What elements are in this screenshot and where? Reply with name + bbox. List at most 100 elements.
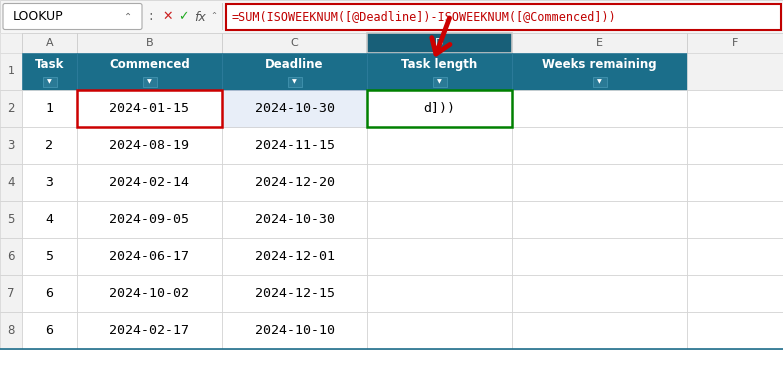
Bar <box>512 201 687 238</box>
Text: 2024-10-30: 2024-10-30 <box>254 213 334 226</box>
Text: 2024-02-14: 2024-02-14 <box>110 176 189 189</box>
Bar <box>687 53 783 90</box>
Bar <box>367 90 512 127</box>
Text: 7: 7 <box>7 287 15 300</box>
Bar <box>367 53 512 90</box>
Bar <box>512 90 687 127</box>
Bar <box>22 201 77 238</box>
Bar <box>367 164 512 201</box>
Bar <box>512 164 687 201</box>
FancyBboxPatch shape <box>3 3 142 29</box>
Text: ▼: ▼ <box>597 80 602 85</box>
Text: C: C <box>290 38 298 48</box>
Bar <box>0 127 22 164</box>
Text: F: F <box>732 38 738 48</box>
Bar <box>226 3 781 29</box>
Text: =SUM(ISOWEEKNUM([@Deadline])-ISOWEEKNUM([@Commenced])): =SUM(ISOWEEKNUM([@Deadline])-ISOWEEKNUM(… <box>231 10 615 23</box>
Text: d])): d])) <box>424 102 456 115</box>
Text: 1: 1 <box>45 102 53 115</box>
Bar <box>22 53 77 90</box>
Bar <box>77 33 222 53</box>
Bar <box>222 238 367 275</box>
Text: ▼: ▼ <box>292 80 297 85</box>
Bar <box>222 90 367 127</box>
Bar <box>512 33 687 53</box>
Text: fx: fx <box>194 11 206 24</box>
Bar <box>22 127 77 164</box>
Bar <box>222 3 223 30</box>
Bar <box>593 77 607 87</box>
Bar <box>687 201 783 238</box>
Bar <box>432 77 446 87</box>
Bar <box>143 77 157 87</box>
Bar <box>0 312 22 349</box>
Bar <box>0 90 22 127</box>
Bar <box>687 127 783 164</box>
Bar <box>0 53 22 90</box>
Bar <box>222 312 367 349</box>
Bar <box>367 33 512 53</box>
Bar <box>512 127 687 164</box>
Text: ▼: ▼ <box>147 80 152 85</box>
Bar <box>22 90 77 127</box>
Text: 2024-10-02: 2024-10-02 <box>110 287 189 300</box>
Text: 6: 6 <box>7 250 15 263</box>
Bar <box>367 238 512 275</box>
Text: 2024-11-15: 2024-11-15 <box>254 139 334 152</box>
Text: Commenced: Commenced <box>109 58 189 71</box>
Text: A: A <box>45 38 53 48</box>
Bar <box>367 127 512 164</box>
Bar <box>77 275 222 312</box>
Bar <box>0 164 22 201</box>
Bar <box>0 33 783 53</box>
Text: 1: 1 <box>8 67 15 77</box>
Bar <box>77 127 222 164</box>
Bar <box>222 33 367 53</box>
Text: 5: 5 <box>7 213 15 226</box>
Text: :: : <box>148 10 153 23</box>
Text: ⌃: ⌃ <box>210 12 217 21</box>
Bar <box>367 312 512 349</box>
Text: 2024-01-15: 2024-01-15 <box>110 102 189 115</box>
Bar <box>222 53 367 90</box>
Bar <box>22 33 77 53</box>
Text: Deadline: Deadline <box>265 58 323 71</box>
Text: LOOKUP: LOOKUP <box>13 10 63 23</box>
Bar <box>512 53 687 90</box>
Text: 4: 4 <box>45 213 53 226</box>
Bar <box>512 275 687 312</box>
Bar <box>0 275 22 312</box>
Text: Task length: Task length <box>402 58 478 71</box>
Bar <box>77 201 222 238</box>
Text: Weeks remaining: Weeks remaining <box>542 58 657 71</box>
Text: 8: 8 <box>7 324 15 337</box>
Bar <box>0 238 22 275</box>
Bar <box>512 312 687 349</box>
FancyArrowPatch shape <box>431 18 450 54</box>
Bar <box>77 53 222 90</box>
Text: 2024-12-15: 2024-12-15 <box>254 287 334 300</box>
Text: 6: 6 <box>45 324 53 337</box>
Bar <box>367 201 512 238</box>
Bar <box>22 238 77 275</box>
Bar <box>22 312 77 349</box>
Bar <box>77 312 222 349</box>
Bar <box>687 33 783 53</box>
Text: 2024-09-05: 2024-09-05 <box>110 213 189 226</box>
Text: ▼: ▼ <box>47 80 52 85</box>
Bar <box>0 0 783 33</box>
Bar <box>77 164 222 201</box>
Bar <box>77 238 222 275</box>
Text: 2: 2 <box>7 102 15 115</box>
Text: D: D <box>435 38 444 48</box>
Bar <box>687 90 783 127</box>
Bar <box>687 238 783 275</box>
Text: ▼: ▼ <box>437 80 442 85</box>
Bar <box>22 275 77 312</box>
Bar <box>687 275 783 312</box>
Text: ✕: ✕ <box>162 10 172 23</box>
Bar <box>222 164 367 201</box>
Bar <box>222 201 367 238</box>
Bar <box>22 164 77 201</box>
Text: 2: 2 <box>45 139 53 152</box>
